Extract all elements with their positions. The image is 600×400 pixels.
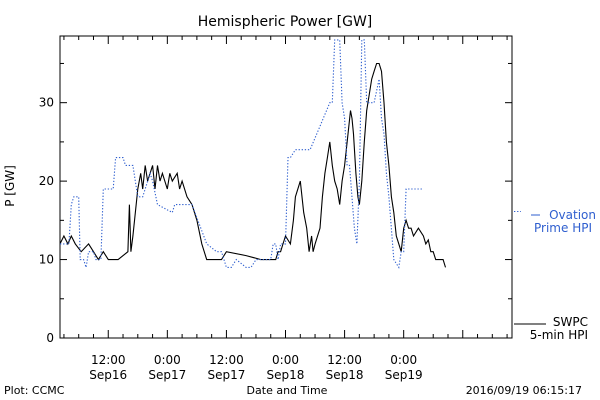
y-axis-label: P [GW] xyxy=(3,165,17,207)
x-tick-time: 0:00 xyxy=(154,353,181,367)
x-tick-date: Sep19 xyxy=(385,368,423,382)
x-tick-date: Sep17 xyxy=(148,368,186,382)
swpc-legend-label-1: SWPC xyxy=(553,315,588,329)
x-tick-time: 12:00 xyxy=(327,353,362,367)
ovation-legend-label-2: Prime HPI xyxy=(534,221,592,235)
y-tick-label: 0 xyxy=(46,331,54,345)
x-axis: 12:00Sep160:00Sep1712:00Sep170:00Sep1812… xyxy=(63,36,508,382)
y-tick-label: 10 xyxy=(39,253,54,267)
y-tick-label: 20 xyxy=(39,174,54,188)
plot-timestamp: 2016/09/19 06:15:17 xyxy=(466,384,582,397)
x-tick-time: 12:00 xyxy=(209,353,244,367)
x-tick-time: 12:00 xyxy=(91,353,126,367)
x-tick-time: 0:00 xyxy=(390,353,417,367)
ovation-prime-hpi-line xyxy=(60,39,424,269)
y-axis-label-group: P [GW] xyxy=(3,165,17,207)
y-axis: 0 10 20 30 xyxy=(39,62,512,345)
swpc-hpi-line xyxy=(59,62,447,268)
x-axis-label: Date and Time xyxy=(247,384,328,397)
x-tick-date: Sep16 xyxy=(89,368,127,382)
x-tick-date: Sep18 xyxy=(267,368,305,382)
chart-title: Hemispheric Power [GW] xyxy=(198,14,373,30)
x-tick-date: Sep17 xyxy=(207,368,245,382)
swpc-legend-label-2: 5-min HPI xyxy=(530,328,588,342)
plot-frame xyxy=(59,35,513,339)
x-tick-time: 0:00 xyxy=(272,353,299,367)
series-lines xyxy=(59,39,447,269)
y-tick-label: 30 xyxy=(39,96,54,110)
x-tick-date: Sep18 xyxy=(326,368,364,382)
ovation-legend-label-1: Ovation xyxy=(549,208,596,222)
plot-credit: Plot: CCMC xyxy=(4,384,65,397)
